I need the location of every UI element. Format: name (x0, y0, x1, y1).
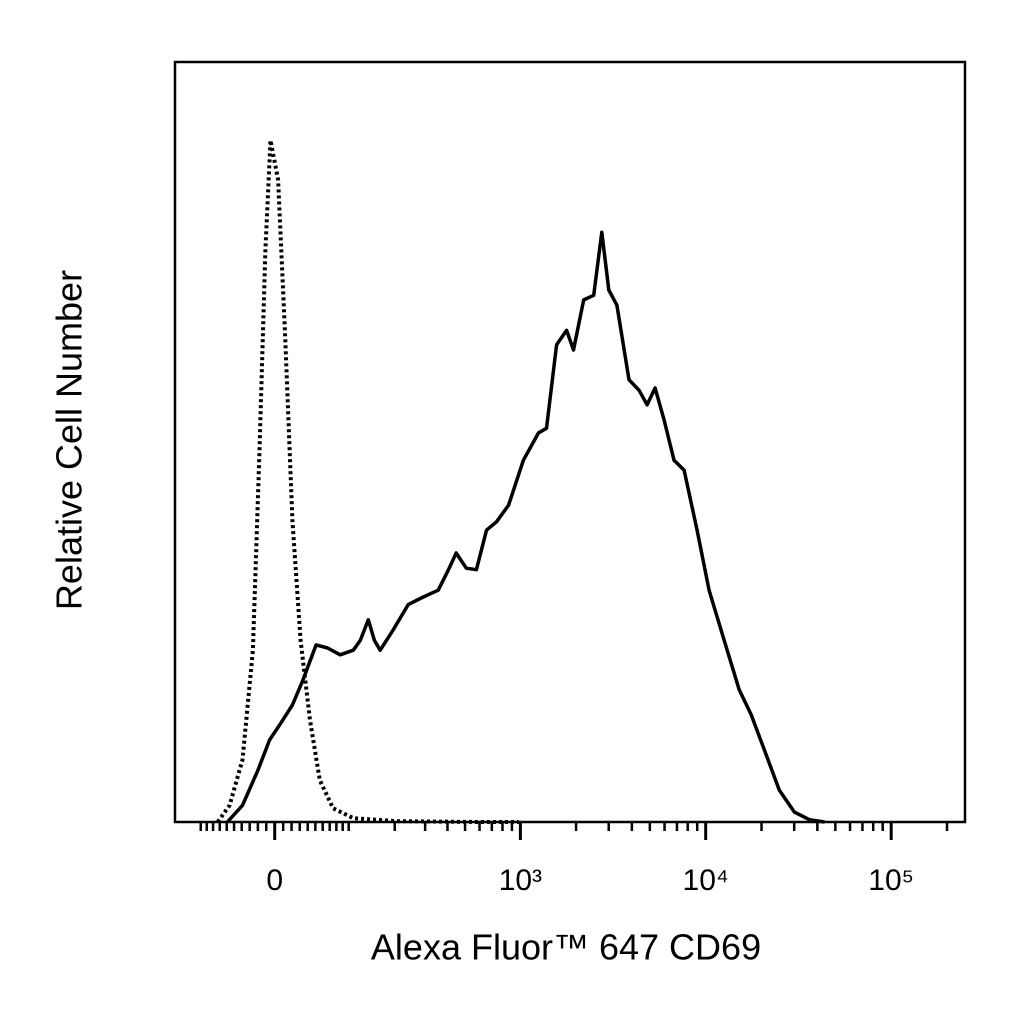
control-histogram (216, 138, 519, 824)
plot-frame (173, 60, 967, 824)
x-axis-label: Alexa Fluor™ 647 CD69 (371, 927, 761, 968)
x-tick-label: 10⁴ (683, 864, 729, 897)
x-tick-label: 10³ (499, 864, 542, 897)
stained-histogram (226, 230, 825, 824)
x-tick-label: 0 (266, 864, 283, 897)
x-tick-label: 10⁵ (868, 864, 914, 897)
y-axis-label: Relative Cell Number (49, 270, 90, 610)
